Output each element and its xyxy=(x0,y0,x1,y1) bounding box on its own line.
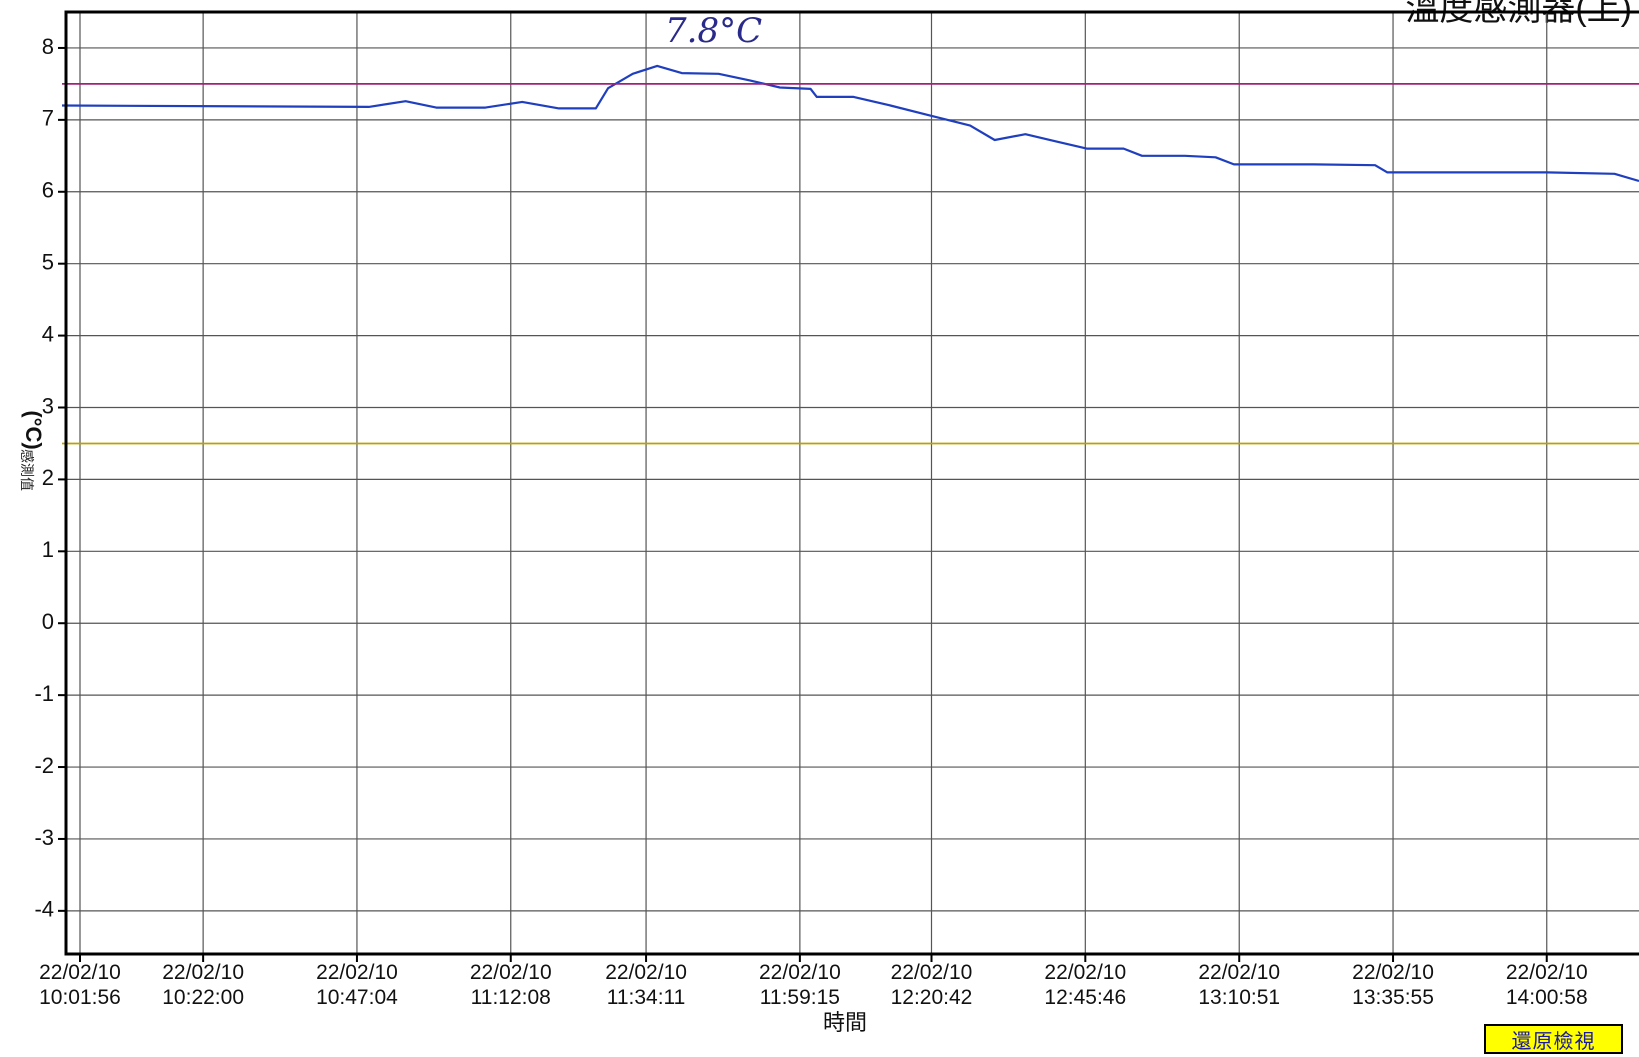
y-tick-label: 0 xyxy=(42,609,54,634)
x-tick-time: 13:10:51 xyxy=(1198,986,1280,1009)
y-tick-label: -1 xyxy=(34,681,54,706)
y-tick-label: -3 xyxy=(34,825,54,850)
x-tick-time: 10:22:00 xyxy=(162,986,244,1009)
y-tick-label: -2 xyxy=(34,753,54,778)
x-tick-date: 22/02/10 xyxy=(1198,961,1280,984)
x-tick-time: 11:34:11 xyxy=(607,986,686,1009)
x-tick-time: 11:12:08 xyxy=(471,986,551,1009)
chart-title: 溫度感測器(上) xyxy=(1405,0,1632,28)
y-tick-label: 6 xyxy=(42,178,54,203)
x-tick-date: 22/02/10 xyxy=(1506,961,1588,984)
y-tick-label: 2 xyxy=(42,465,54,490)
x-axis-title: 時間 xyxy=(823,1010,867,1035)
x-tick-date: 22/02/10 xyxy=(759,961,841,984)
plot-frame xyxy=(64,10,1639,956)
x-tick-time: 11:59:15 xyxy=(760,986,840,1009)
temperature-series-line xyxy=(61,64,1639,183)
x-tick-time: 12:20:42 xyxy=(891,986,973,1009)
y-tick-label: 5 xyxy=(42,249,54,274)
y-tick-label: 3 xyxy=(42,393,54,418)
y-tick-label: 4 xyxy=(42,321,54,346)
x-tick-date: 22/02/10 xyxy=(470,961,552,984)
x-tick-date: 22/02/10 xyxy=(162,961,244,984)
y-tick-label: 1 xyxy=(42,537,54,562)
max-temperature-annotation: 7.8°C xyxy=(665,11,762,51)
y-axis-unit: (°C) xyxy=(21,410,46,449)
x-tick-date: 22/02/10 xyxy=(605,961,687,984)
x-tick-date: 22/02/10 xyxy=(891,961,973,984)
x-axis-ticks: 22/02/1010:01:5622/02/1010:22:0022/02/10… xyxy=(39,954,1588,1009)
x-tick-time: 14:00:58 xyxy=(1506,986,1588,1009)
x-tick-time: 13:35:55 xyxy=(1352,986,1434,1009)
x-tick-time: 10:47:04 xyxy=(316,986,398,1009)
y-axis-title: 感測值 xyxy=(19,449,35,491)
x-tick-time: 12:45:46 xyxy=(1044,986,1126,1009)
chart-grid xyxy=(66,12,1639,954)
x-tick-date: 22/02/10 xyxy=(39,961,121,984)
y-tick-label: 7 xyxy=(42,106,54,131)
x-tick-date: 22/02/10 xyxy=(1352,961,1434,984)
x-tick-date: 22/02/10 xyxy=(316,961,398,984)
x-tick-time: 10:01:56 xyxy=(39,986,121,1009)
y-tick-label: -4 xyxy=(34,897,54,922)
y-axis-ticks: 8 7 6 5 4 3 2 1 0 -1 -2 -3 -4 xyxy=(34,34,66,922)
series-layer xyxy=(61,64,1639,445)
x-tick-date: 22/02/10 xyxy=(1044,961,1126,984)
y-tick-label: 8 xyxy=(42,34,54,59)
restore-view-button[interactable]: 還原檢視 xyxy=(1484,1024,1623,1054)
